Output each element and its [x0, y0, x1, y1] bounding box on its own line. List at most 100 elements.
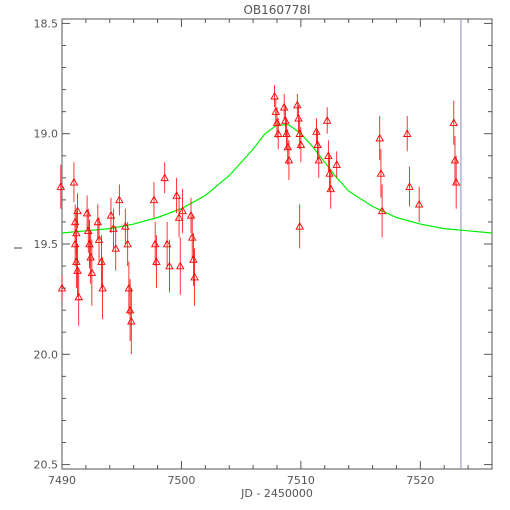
- x-tick-label: 7520: [406, 474, 434, 487]
- triangle-marker: [450, 155, 460, 164]
- triangle-marker: [56, 182, 66, 190]
- plot-frame: [61, 18, 493, 470]
- triangle-marker: [123, 239, 132, 248]
- data-point: [174, 197, 184, 238]
- data-point: [74, 268, 83, 326]
- data-point: [172, 177, 181, 214]
- data-point: [322, 107, 332, 134]
- triangle-marker: [97, 257, 106, 265]
- data-point: [451, 155, 461, 209]
- data-point: [332, 151, 341, 178]
- triangle-marker: [187, 232, 197, 241]
- x-tick-label: 7500: [167, 474, 195, 487]
- triangle-marker: [326, 184, 336, 193]
- data-point: [56, 164, 66, 209]
- data-point: [125, 279, 135, 342]
- triangle-marker: [190, 272, 199, 281]
- data-point: [293, 94, 302, 117]
- plot-area: [61, 18, 493, 470]
- triangle-marker: [98, 283, 107, 292]
- data-point: [162, 221, 172, 267]
- y-axis-label: I: [12, 246, 25, 249]
- triangle-marker: [296, 140, 306, 148]
- data-point: [152, 235, 161, 289]
- data-point: [284, 140, 294, 181]
- data-point: [279, 94, 289, 121]
- triangle-marker: [312, 127, 321, 135]
- triangle-marker: [175, 261, 185, 270]
- data-point: [123, 221, 132, 267]
- x-tick-label: 7510: [287, 474, 315, 487]
- triangle-marker: [324, 151, 333, 160]
- data-point: [312, 118, 321, 145]
- triangle-marker: [313, 140, 322, 148]
- data-point: [313, 129, 322, 161]
- y-tick-label: 20.5: [34, 459, 59, 472]
- data-point: [94, 217, 104, 262]
- data-point: [282, 118, 291, 150]
- triangle-marker: [162, 239, 172, 248]
- data-point: [295, 204, 304, 249]
- triangle-marker: [174, 213, 184, 221]
- data-point: [149, 182, 159, 218]
- data-point: [375, 116, 384, 161]
- data-point: [449, 100, 459, 145]
- triangle-marker: [376, 168, 386, 177]
- triangle-marker: [111, 243, 121, 252]
- data-point: [165, 239, 174, 293]
- data-point: [377, 184, 387, 238]
- data-point: [190, 248, 199, 306]
- triangle-marker: [72, 257, 81, 265]
- data-point: [178, 188, 187, 233]
- triangle-marker: [149, 195, 159, 204]
- triangle-marker: [270, 91, 279, 100]
- data-point: [109, 208, 118, 249]
- triangle-marker: [86, 252, 95, 261]
- triangle-marker: [273, 129, 283, 137]
- triangle-marker: [82, 208, 92, 217]
- data-point: [270, 85, 279, 108]
- triangle-marker: [272, 118, 282, 126]
- triangle-marker: [282, 129, 291, 137]
- triangle-marker: [124, 283, 134, 292]
- data-point: [273, 118, 283, 150]
- triangle-marker: [73, 206, 82, 215]
- triangle-marker: [186, 210, 196, 219]
- triangle-marker: [115, 195, 124, 204]
- triangle-marker: [178, 206, 187, 215]
- triangle-marker: [375, 133, 384, 142]
- data-point: [82, 195, 92, 231]
- data-point: [87, 239, 97, 306]
- triangle-marker: [271, 107, 281, 115]
- triangle-marker: [87, 268, 97, 276]
- triangle-marker: [109, 224, 118, 232]
- triangle-marker: [279, 102, 289, 111]
- data-point: [324, 140, 333, 172]
- data-point: [376, 149, 386, 198]
- data-point: [272, 107, 282, 139]
- triangle-marker: [402, 129, 412, 137]
- x-axis-label: JD - 2450000: [240, 487, 313, 500]
- data-point: [187, 215, 197, 260]
- triangle-marker: [152, 257, 161, 265]
- data-point: [115, 184, 124, 216]
- triangle-marker: [93, 217, 103, 226]
- y-tick-label: 19.5: [34, 238, 59, 251]
- chart-title: OB160778I: [243, 3, 310, 17]
- data-point: [326, 169, 336, 209]
- data-point: [73, 244, 82, 297]
- data-point: [98, 257, 107, 319]
- data-point: [186, 197, 196, 233]
- data-point: [150, 221, 160, 267]
- triangle-marker: [125, 305, 135, 314]
- triangle-marker: [293, 100, 302, 109]
- triangle-marker: [284, 155, 294, 164]
- data-point: [325, 155, 334, 192]
- triangle-marker: [377, 206, 387, 215]
- triangle-marker: [189, 255, 198, 263]
- data-point: [97, 235, 106, 289]
- triangle-marker: [405, 182, 414, 190]
- triangle-marker: [281, 116, 290, 124]
- triangle-marker: [150, 239, 160, 248]
